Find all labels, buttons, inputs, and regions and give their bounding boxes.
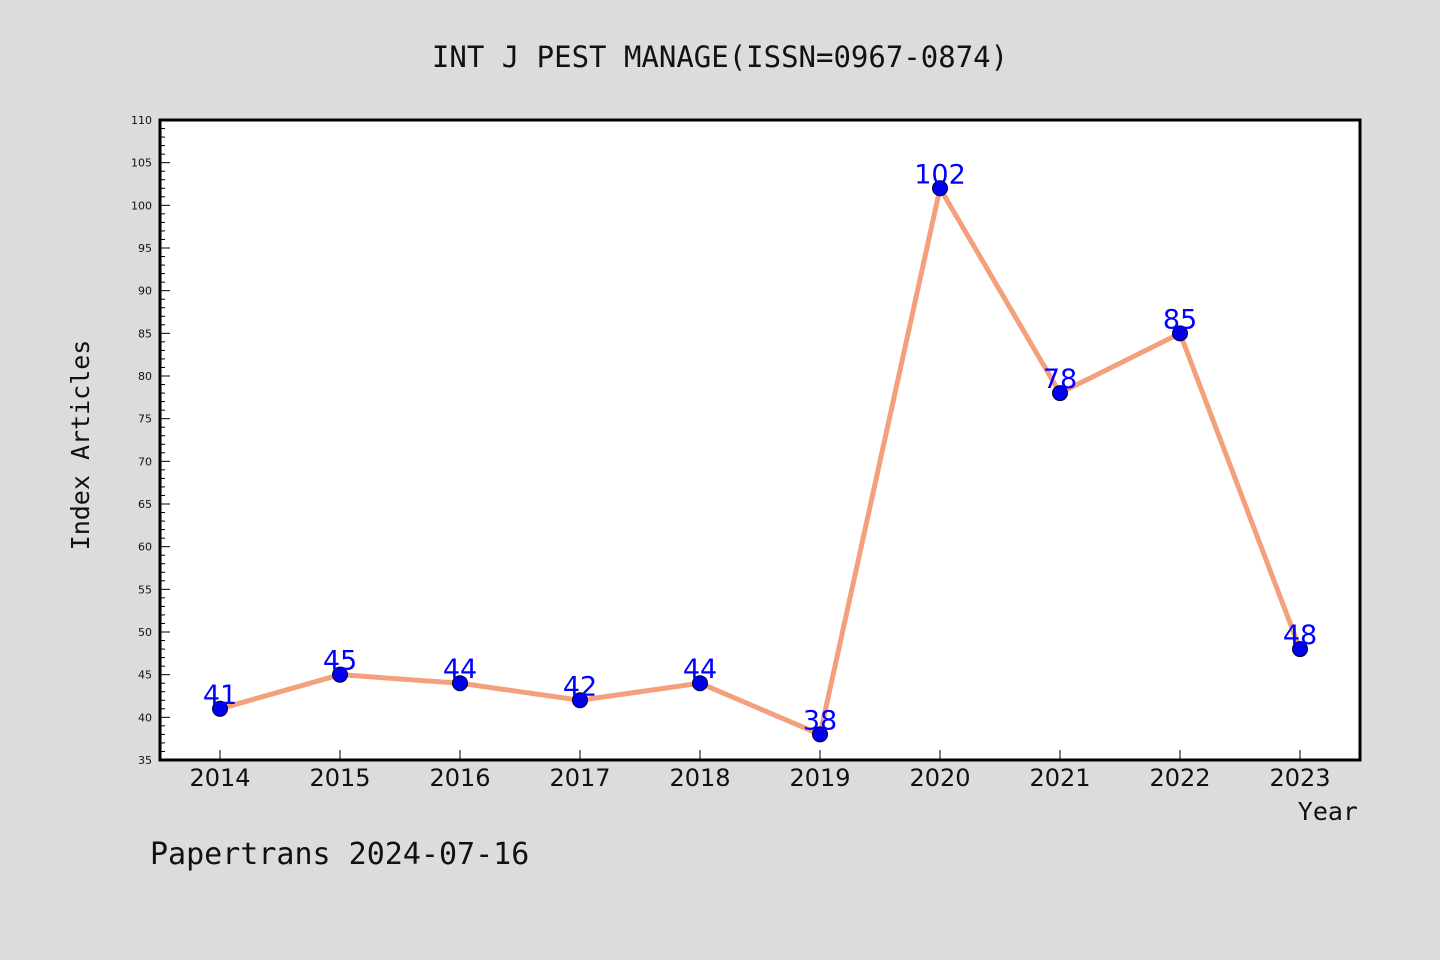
y-tick-label: 85	[138, 327, 152, 340]
data-point	[1172, 325, 1188, 342]
y-tick-label: 70	[138, 455, 152, 468]
y-axis-label: Index Articles	[66, 340, 95, 551]
footer-text: Papertrans 2024-07-16	[150, 837, 529, 872]
x-tick-label: 2015	[309, 764, 370, 792]
data-label: 38	[803, 705, 837, 736]
y-tick-label: 100	[131, 199, 152, 212]
data-point	[1292, 641, 1308, 658]
series-line	[217, 185, 1303, 737]
x-axis-label: Year	[1298, 797, 1358, 826]
x-tick-label: 2023	[1269, 764, 1330, 792]
y-tick-label: 45	[138, 669, 152, 682]
data-point	[812, 726, 828, 743]
y-tick-label: 75	[138, 413, 152, 426]
y-tick-label: 40	[138, 711, 152, 724]
y-axis: 35 40 45 50 55 60 65 70 75 80 85 90 95 100 105 110	[131, 114, 170, 767]
x-tick-label: 2021	[1029, 764, 1090, 792]
x-tick-label: 2022	[1149, 764, 1210, 792]
data-label: 45	[323, 646, 357, 677]
y-tick-label: 55	[138, 583, 152, 596]
data-point	[452, 675, 468, 692]
data-point	[1052, 385, 1068, 402]
data-label: 48	[1283, 620, 1317, 651]
data-label: 85	[1163, 304, 1197, 335]
y-tick-label: 35	[138, 754, 152, 767]
x-tick-label: 2017	[549, 764, 610, 792]
y-tick-label: 105	[131, 157, 152, 170]
y-tick-label: 60	[138, 541, 152, 554]
y-tick-label: 110	[131, 114, 152, 127]
x-tick-label: 2019	[789, 764, 850, 792]
y-tick-label: 80	[138, 370, 152, 383]
x-tick-label: 2018	[669, 764, 730, 792]
x-tick-label: 2020	[909, 764, 970, 792]
data-label: 42	[563, 671, 597, 702]
data-point	[332, 666, 348, 683]
x-tick-label: 2014	[189, 764, 250, 792]
data-label: 78	[1043, 364, 1077, 395]
plot-area	[158, 118, 1362, 762]
x-tick-label: 2016	[429, 764, 490, 792]
chart-title: INT J PEST MANAGE(ISSN=0967-0874)	[432, 40, 1008, 74]
data-point	[212, 700, 228, 717]
y-tick-label: 95	[138, 242, 152, 255]
data-label: 44	[683, 654, 717, 685]
data-point	[932, 180, 948, 197]
data-label: 41	[203, 680, 237, 711]
y-tick-label: 50	[138, 626, 152, 639]
data-label: 44	[443, 654, 477, 685]
y-tick-label: 65	[138, 498, 152, 511]
y-tick-label: 90	[138, 285, 152, 298]
data-point	[692, 675, 708, 692]
x-axis: 2014 2015 2016 2017 2018 2019 2020 2021 2022 2023	[189, 750, 1331, 792]
data-point	[572, 692, 588, 709]
data-label: 102	[914, 159, 966, 190]
series: 41 45 44 42 44 38 102 78 85 48	[203, 159, 1317, 743]
